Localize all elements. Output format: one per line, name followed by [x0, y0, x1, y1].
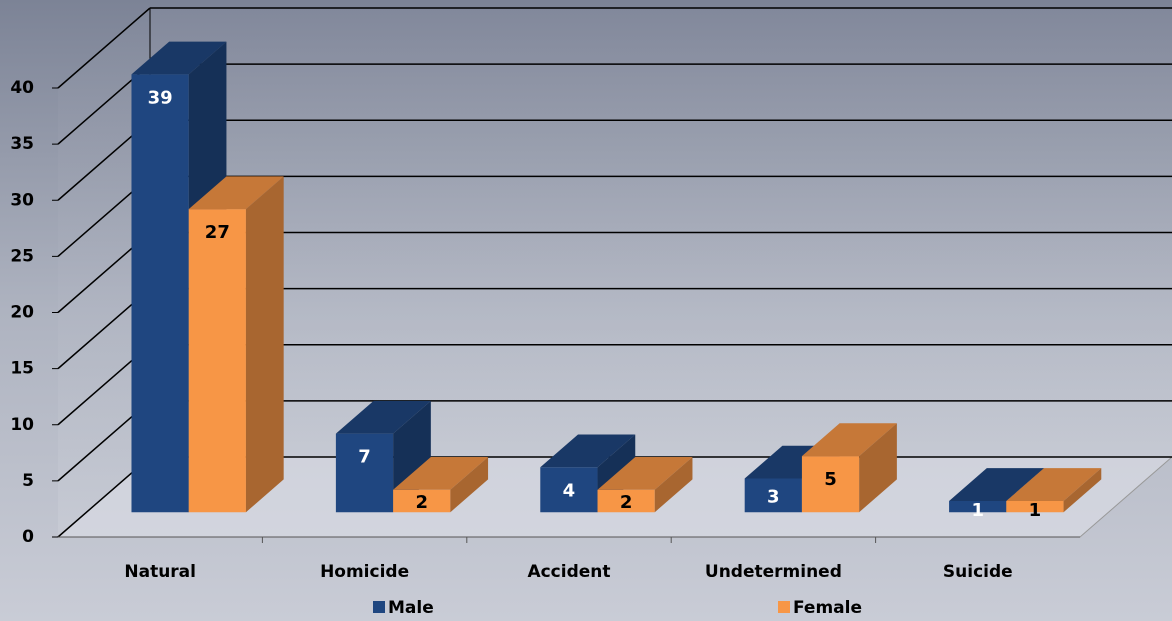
- bar-side: [245, 176, 284, 513]
- grid-line-side: [57, 7, 151, 89]
- data-label: 39: [148, 87, 173, 108]
- bar-top: [597, 456, 693, 490]
- bar-front: [801, 456, 860, 513]
- data-label: 3: [767, 486, 780, 507]
- y-tick-label: 15: [10, 359, 34, 379]
- legend-label: Female: [793, 598, 862, 618]
- x-tick-label: Natural: [124, 562, 196, 582]
- bar-top: [949, 468, 1045, 501]
- x-tick-label: Accident: [527, 562, 610, 582]
- legend-swatch: [778, 601, 790, 613]
- bar-side: [654, 456, 693, 513]
- y-tick-label: 35: [10, 134, 34, 154]
- bar-top: [335, 400, 431, 434]
- data-label: 1: [1029, 500, 1042, 521]
- bar-front: [131, 74, 189, 513]
- bar-top: [1006, 468, 1102, 501]
- y-tick-label: 10: [10, 415, 34, 435]
- bar-front: [188, 209, 246, 513]
- x-tick-label: Homicide: [320, 562, 409, 582]
- legend-label: Male: [388, 598, 434, 618]
- bar-front: [540, 467, 598, 513]
- x-tick-label: Undetermined: [705, 562, 842, 582]
- y-tick-label: 5: [22, 471, 34, 491]
- data-label: 1: [971, 500, 984, 521]
- y-tick-label: 40: [10, 78, 34, 98]
- bar-front: [597, 489, 655, 513]
- x-tick-label: Suicide: [943, 562, 1013, 582]
- y-tick-label: 30: [10, 190, 34, 210]
- bar-front: [393, 489, 451, 513]
- bar-front: [949, 500, 1007, 513]
- data-label: 7: [358, 447, 371, 468]
- y-tick-label: 0: [22, 527, 34, 547]
- bar-front: [335, 433, 394, 513]
- data-label: 2: [415, 492, 428, 513]
- data-label: 2: [620, 492, 633, 513]
- bar-top: [393, 456, 489, 490]
- bar-front: [1006, 500, 1064, 513]
- bar-top: [131, 41, 227, 75]
- legend-swatch: [373, 601, 385, 613]
- bar-side: [1063, 468, 1102, 513]
- bar-top: [540, 434, 636, 468]
- y-tick-label: 20: [10, 303, 34, 323]
- data-label: 4: [563, 480, 576, 501]
- bar-side: [450, 456, 489, 513]
- data-label: 5: [824, 469, 837, 490]
- bar-top: [801, 423, 897, 457]
- bar-front: [744, 478, 802, 513]
- data-label: 27: [205, 222, 230, 243]
- y-tick-label: 25: [10, 246, 34, 266]
- bar-side: [859, 423, 897, 513]
- bar-top: [188, 176, 284, 210]
